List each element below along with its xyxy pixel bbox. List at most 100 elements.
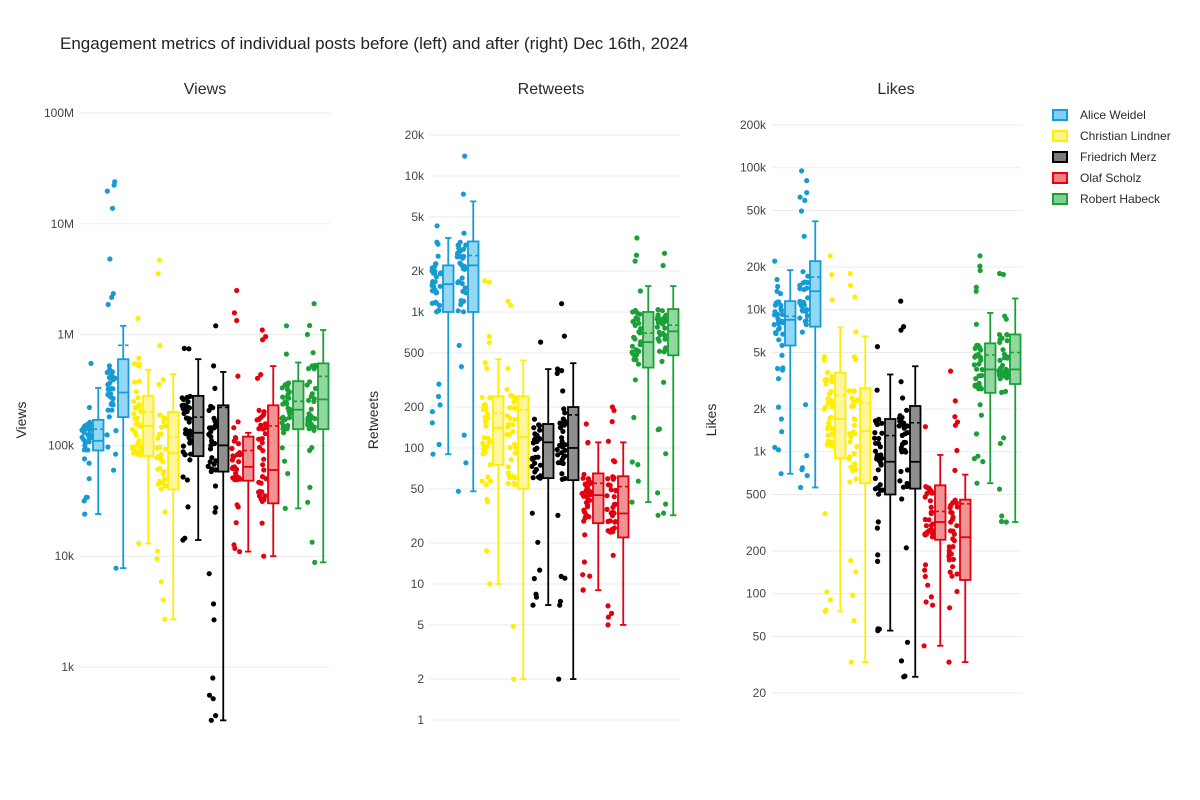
data-point <box>656 316 663 322</box>
data-point <box>560 460 566 467</box>
data-point <box>923 531 930 537</box>
y-tick-label: 10 <box>411 577 425 591</box>
data-point <box>663 501 669 507</box>
data-point <box>853 476 859 482</box>
data-point <box>537 427 543 433</box>
legend-item-christian-lindner[interactable]: Christian Lindner <box>1052 125 1171 146</box>
data-point <box>505 464 511 470</box>
data-point <box>799 168 805 174</box>
data-point <box>455 308 461 314</box>
y-tick-label: 2 <box>417 672 424 686</box>
data-point <box>312 416 318 422</box>
data-point <box>237 549 243 555</box>
data-point <box>949 573 955 579</box>
data-point <box>629 343 636 349</box>
data-point <box>133 389 139 395</box>
data-point <box>258 372 264 378</box>
data-point <box>948 368 954 374</box>
legend-item-robert-habeck[interactable]: Robert Habeck <box>1052 188 1171 209</box>
data-point <box>637 311 643 317</box>
data-point <box>461 432 467 438</box>
data-point <box>562 410 568 416</box>
data-point <box>655 427 661 433</box>
data-point <box>286 380 292 386</box>
data-point <box>185 399 191 405</box>
data-point <box>972 345 978 351</box>
legend-item-alice-weidel[interactable]: Alice Weidel <box>1052 104 1171 125</box>
data-point <box>605 482 612 488</box>
data-point <box>977 267 983 274</box>
data-point <box>479 478 485 484</box>
data-point <box>661 250 668 256</box>
data-point <box>513 405 519 411</box>
data-point <box>537 436 543 442</box>
data-point <box>235 441 242 447</box>
data-point <box>79 434 85 440</box>
y-tick-label: 20k <box>405 128 425 142</box>
data-point <box>136 355 142 361</box>
data-point <box>186 346 192 352</box>
data-point <box>922 494 928 500</box>
data-point <box>279 445 285 451</box>
data-point <box>654 324 661 330</box>
data-point <box>977 402 983 408</box>
data-point <box>604 506 610 512</box>
data-point <box>310 364 316 370</box>
data-point <box>874 454 880 460</box>
data-point <box>234 502 240 508</box>
data-point <box>582 532 588 538</box>
data-point <box>259 489 265 495</box>
data-point <box>847 282 854 288</box>
data-point <box>655 512 661 518</box>
data-point <box>234 287 240 294</box>
data-point <box>634 352 640 358</box>
data-point <box>663 346 669 352</box>
data-point <box>487 581 493 587</box>
data-point <box>922 567 928 573</box>
panel-title: Likes <box>877 81 914 98</box>
data-point <box>775 376 782 382</box>
box-alice-weidel-before <box>429 223 455 457</box>
data-point <box>432 279 438 285</box>
data-point <box>554 366 561 372</box>
data-point <box>486 439 492 445</box>
data-point <box>210 696 216 702</box>
data-point <box>533 466 540 473</box>
y-tick-label: 10M <box>51 217 74 231</box>
data-point <box>184 477 190 483</box>
data-point <box>456 342 462 348</box>
data-point <box>872 475 879 481</box>
box-iqr <box>959 498 972 581</box>
data-point <box>779 342 785 348</box>
data-point <box>557 420 563 426</box>
y-axis-label: Likes <box>703 404 719 437</box>
data-point <box>280 414 286 420</box>
data-point <box>851 464 857 470</box>
box-christian-lindner-after <box>154 257 180 622</box>
data-point <box>580 572 586 578</box>
data-point <box>974 366 980 372</box>
data-point <box>899 414 905 421</box>
box-alice-weidel-before <box>79 360 105 517</box>
data-point <box>561 333 568 339</box>
data-point <box>950 564 956 570</box>
legend-item-olaf-scholz[interactable]: Olaf Scholz <box>1052 167 1171 188</box>
data-point <box>904 423 911 429</box>
data-point <box>952 422 959 428</box>
data-point <box>211 461 217 467</box>
data-point <box>925 582 931 588</box>
data-point <box>461 230 467 236</box>
data-point <box>828 414 835 420</box>
data-point <box>232 435 239 441</box>
data-point <box>775 283 781 290</box>
data-point <box>655 490 661 496</box>
data-point <box>462 285 468 291</box>
data-point <box>632 377 639 383</box>
data-point <box>976 361 982 367</box>
legend-item-friedrich-merz[interactable]: Friedrich Merz <box>1052 146 1171 167</box>
data-point <box>157 343 163 349</box>
data-point <box>557 424 564 431</box>
data-point <box>772 258 778 264</box>
data-point <box>826 391 833 397</box>
